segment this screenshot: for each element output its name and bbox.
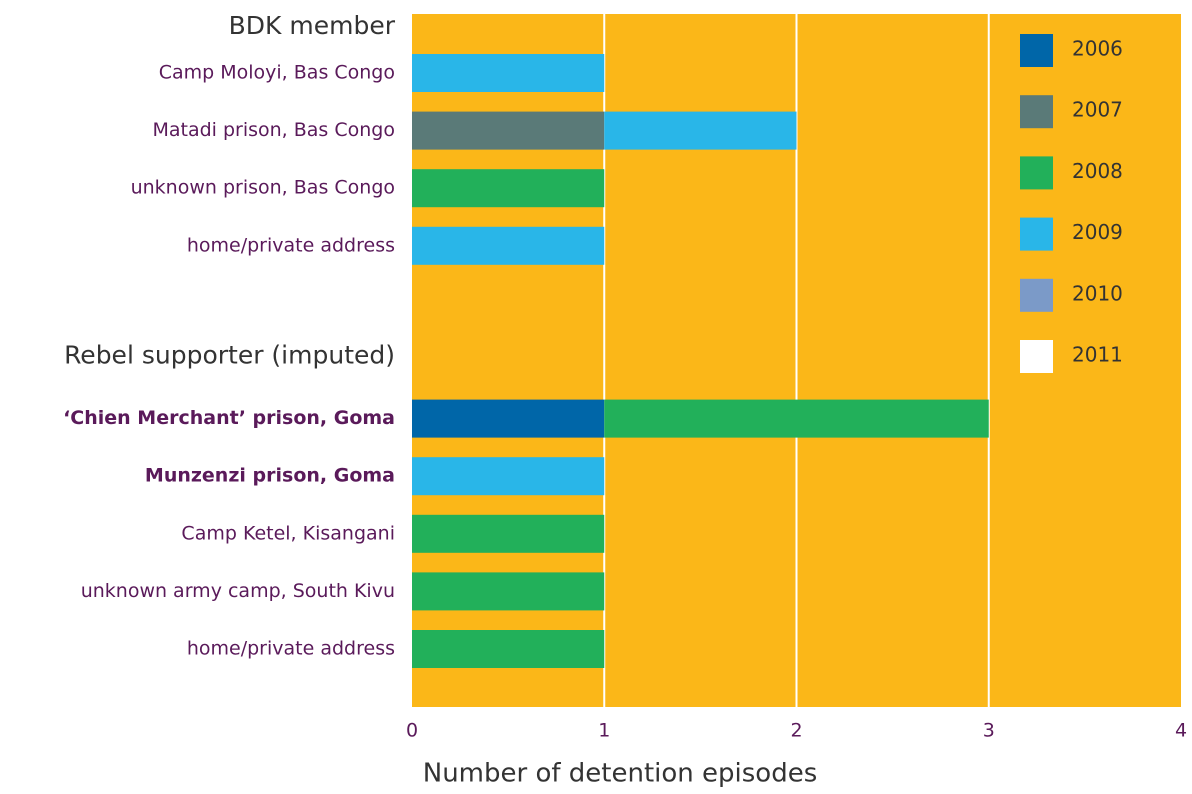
category-label: Camp Moloyi, Bas Congo (159, 62, 395, 84)
x-tick-label: 2 (790, 720, 802, 742)
category-label: unknown army camp, South Kivu (81, 580, 395, 602)
bar-segment (604, 111, 797, 150)
category-label: home/private address (187, 638, 395, 660)
bar-segment (412, 630, 605, 668)
bar-segment (412, 399, 605, 438)
category-label: unknown prison, Bas Congo (131, 177, 395, 199)
group-label: Rebel supporter (imputed) (64, 341, 395, 370)
category-label: Camp Ketel, Kisangani (181, 522, 395, 544)
bar-segment (604, 399, 989, 438)
legend-label: 2008 (1072, 159, 1123, 183)
bar-segment (412, 226, 605, 265)
bar-segment (412, 169, 605, 208)
legend-swatch (1020, 340, 1053, 373)
legend-swatch (1020, 95, 1053, 129)
x-axis-label: Number of detention episodes (423, 759, 818, 789)
category-label: Munzenzi prison, Goma (145, 465, 395, 487)
bar-segment (412, 54, 605, 92)
category-label: home/private address (187, 234, 395, 256)
legend-swatch (1020, 217, 1053, 251)
legend-label: 2009 (1072, 220, 1123, 244)
bar-segment (412, 514, 605, 553)
legend-label: 2010 (1072, 281, 1123, 305)
legend-swatch (1020, 278, 1053, 312)
category-label: ‘Chien Merchant’ prison, Goma (63, 407, 395, 429)
bar-segment (412, 572, 605, 611)
x-tick-label: 4 (1175, 720, 1187, 742)
x-tick-label: 1 (598, 720, 610, 742)
bar-segment (412, 111, 605, 150)
x-tick-label: 3 (983, 720, 995, 742)
legend-label: 2007 (1072, 98, 1123, 122)
legend-label: 2011 (1072, 343, 1123, 367)
group-label: BDK member (229, 11, 396, 40)
x-tick-label: 0 (406, 720, 418, 742)
legend-label: 2006 (1072, 37, 1123, 61)
legend-swatch (1020, 34, 1053, 67)
category-label: Matadi prison, Bas Congo (152, 119, 395, 141)
legend-swatch (1020, 156, 1053, 190)
bar-segment (412, 457, 605, 496)
